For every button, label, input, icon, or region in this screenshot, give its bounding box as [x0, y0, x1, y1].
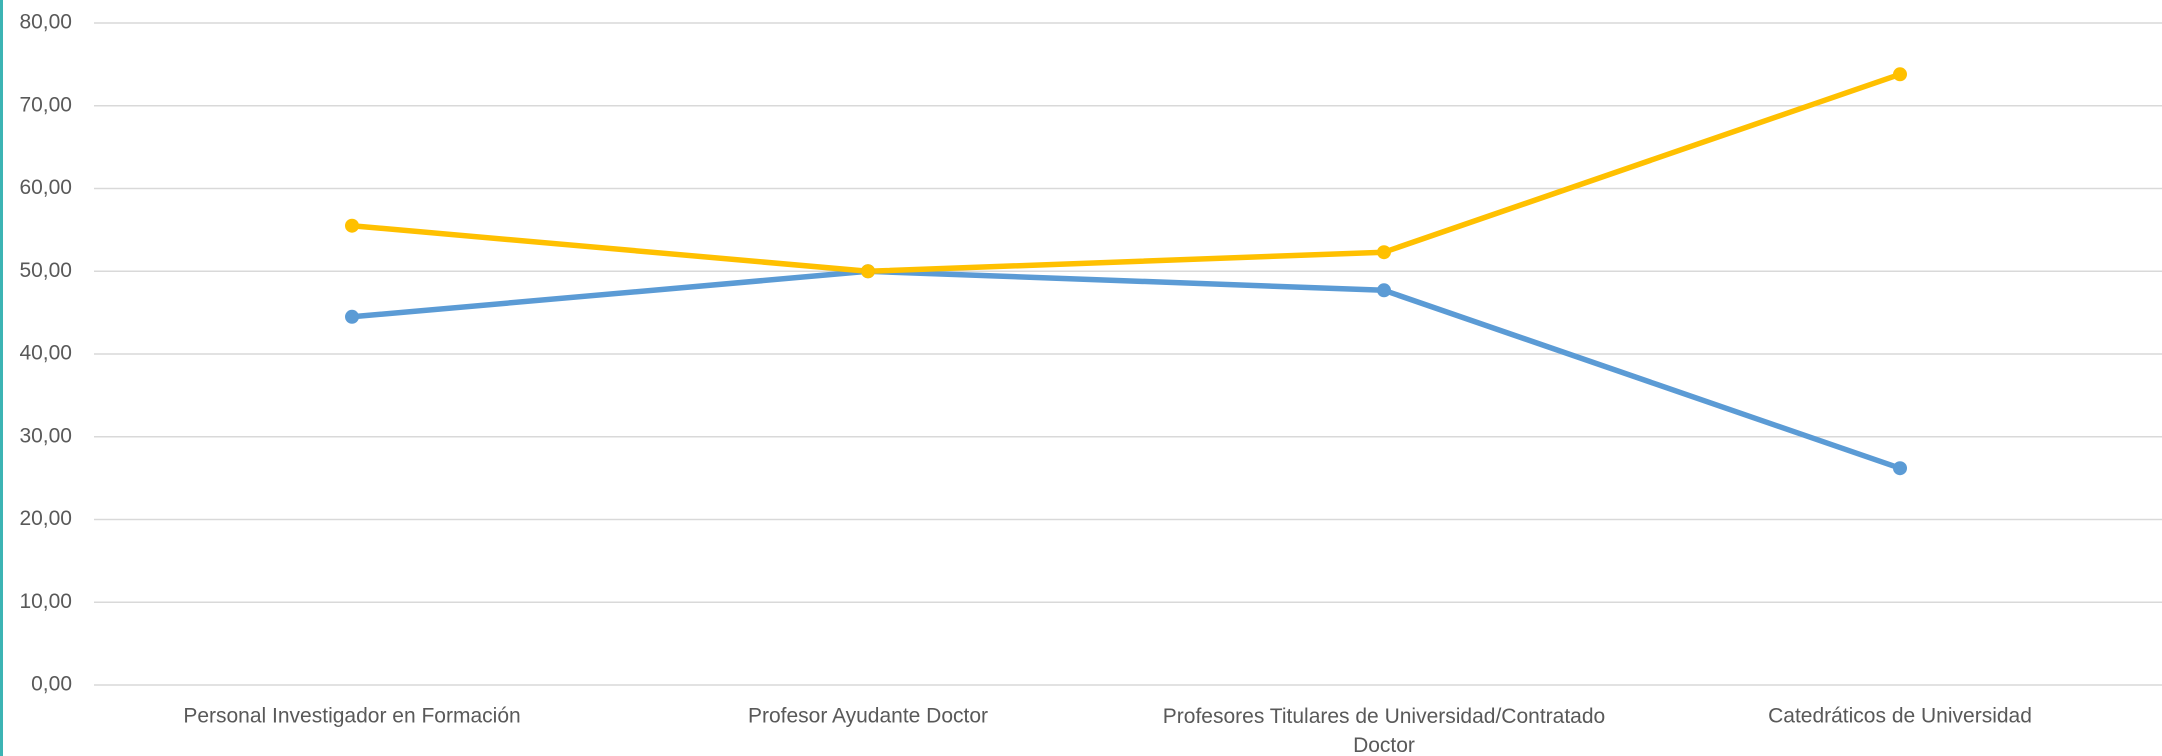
y-tick-label: 30,00	[19, 424, 72, 447]
x-tick-label: Catedráticos de Universidad	[1768, 705, 2032, 728]
data-point	[1893, 67, 1907, 82]
y-tick-label: 80,00	[19, 11, 72, 34]
y-tick-label: 50,00	[19, 259, 72, 282]
x-tick-label: Personal Investigador en Formación	[183, 705, 520, 728]
y-tick-label: 0,00	[31, 673, 72, 696]
data-point	[861, 264, 875, 279]
data-point	[345, 309, 359, 324]
data-point	[1377, 245, 1391, 260]
lines	[345, 67, 1907, 476]
series-line	[349, 71, 1903, 275]
data-point	[1377, 283, 1391, 298]
grid	[94, 22, 2162, 686]
x-tick-label-line: Doctor	[1353, 734, 1415, 756]
y-tick-label: 20,00	[19, 507, 72, 530]
data-point	[345, 218, 359, 233]
x-tick-label: Profesor Ayudante Doctor	[748, 705, 988, 728]
y-tick-label: 70,00	[19, 93, 72, 116]
x-tick-label: Profesores Titulares de Universidad/Cont…	[1163, 705, 1605, 756]
labels: 0,00 10,00 20,00 30,00 40,00 50,00 60,00 70,00 8…	[19, 11, 2031, 756]
y-tick-label: 40,00	[19, 342, 72, 365]
series-line	[349, 268, 1903, 471]
y-tick-label: 60,00	[19, 176, 72, 199]
y-tick-label: 10,00	[19, 590, 72, 613]
x-tick-label-line: Profesores Titulares de Universidad/Cont…	[1163, 705, 1605, 728]
data-point	[1893, 461, 1907, 476]
